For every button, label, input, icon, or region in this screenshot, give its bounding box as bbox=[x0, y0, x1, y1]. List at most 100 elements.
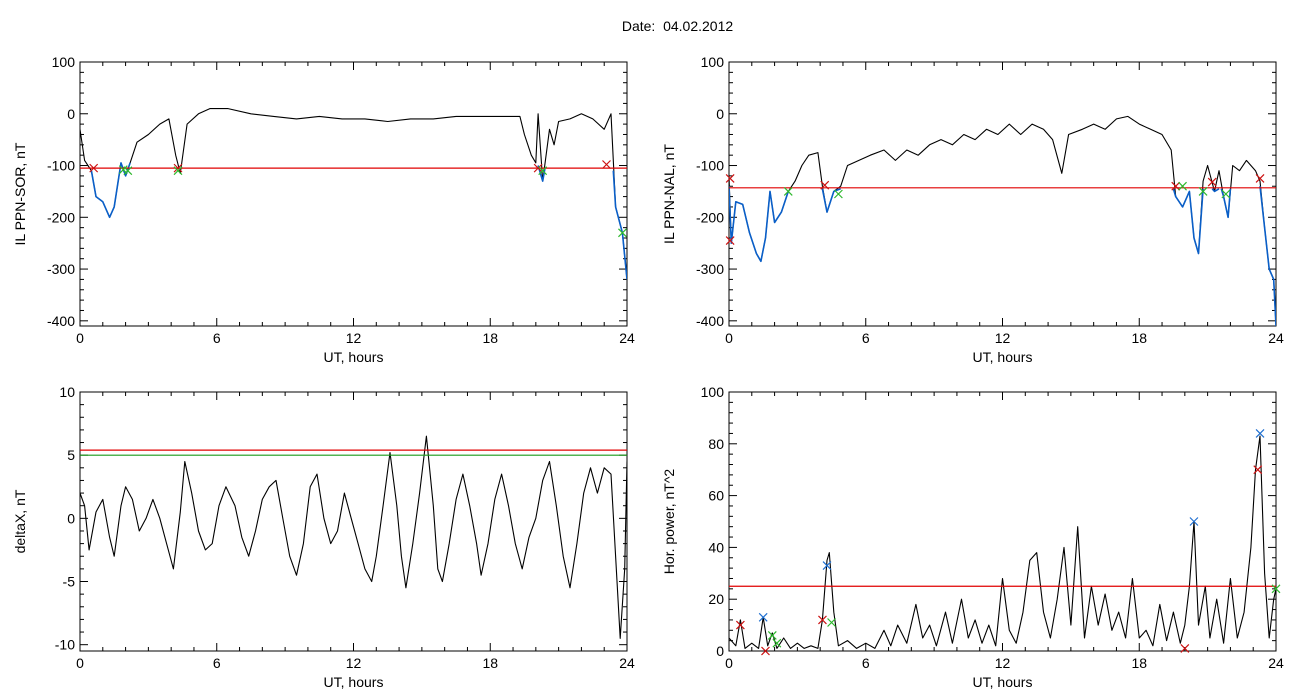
y-tick-label: 0 bbox=[67, 106, 75, 122]
y-tick-label: -100 bbox=[47, 158, 75, 174]
x-axis-label: UT, hours bbox=[973, 674, 1033, 690]
y-axis-label: Hor. power, nT^2 bbox=[661, 469, 677, 575]
y-tick-label: 60 bbox=[708, 488, 724, 504]
marker-green bbox=[783, 186, 793, 196]
marker-green bbox=[538, 166, 548, 176]
x-axis-label: UT, hours bbox=[324, 349, 384, 365]
x-tick-label: 24 bbox=[619, 330, 635, 346]
x-axis-label: UT, hours bbox=[973, 349, 1033, 365]
panel-il-sor: 0 6 12 18 24 -400 -300 -200 -100 0 100 UT, hours IL … bbox=[12, 54, 635, 365]
x-tick-label: 6 bbox=[862, 330, 870, 346]
x-axis-label: UT, hours bbox=[324, 674, 384, 690]
series-line-black bbox=[80, 108, 627, 280]
plot-frame bbox=[79, 391, 628, 652]
plot-area bbox=[729, 435, 1276, 649]
figure-title: Date: 04.02.2012 bbox=[621, 18, 734, 34]
y-axis-label: IL PPN-NAL, nT bbox=[661, 144, 677, 244]
marker-green bbox=[1271, 584, 1281, 594]
y-tick-label: 80 bbox=[708, 436, 724, 452]
x-tick-label: 0 bbox=[725, 655, 733, 671]
marker-green bbox=[1198, 186, 1208, 196]
series-line-blue bbox=[1211, 188, 1220, 193]
marker-blue bbox=[1255, 429, 1265, 438]
marker-red bbox=[1207, 177, 1217, 187]
x-tick-label: 6 bbox=[862, 655, 870, 671]
y-tick-label: 100 bbox=[52, 54, 76, 70]
marker-green bbox=[1178, 181, 1187, 191]
plot-area bbox=[80, 435, 627, 639]
x-tick-label: 18 bbox=[482, 330, 498, 346]
y-tick-label: 0 bbox=[716, 106, 724, 122]
marker-blue bbox=[1189, 517, 1199, 526]
marker-red bbox=[533, 163, 543, 173]
series-line-blue bbox=[729, 186, 790, 263]
marker-red bbox=[1171, 181, 1181, 191]
y-tick-label: -100 bbox=[696, 158, 724, 174]
marker-green bbox=[827, 618, 836, 627]
x-tick-label: 18 bbox=[1131, 330, 1147, 346]
marker-red bbox=[89, 163, 99, 173]
x-tick-label: 12 bbox=[995, 330, 1011, 346]
series-line-blue bbox=[1172, 188, 1204, 255]
y-tick-label: -5 bbox=[63, 574, 76, 590]
x-tick-label: 12 bbox=[346, 330, 362, 346]
marker-green bbox=[618, 228, 627, 238]
y-tick-label: 10 bbox=[59, 384, 75, 400]
y-tick-label: -200 bbox=[47, 209, 75, 225]
x-tick-label: 6 bbox=[213, 330, 221, 346]
marker-red bbox=[173, 163, 183, 173]
marker-red bbox=[725, 174, 735, 183]
marker-red bbox=[761, 646, 770, 656]
marker-red bbox=[1180, 643, 1190, 653]
x-tick-label: 0 bbox=[725, 330, 733, 346]
plot-area bbox=[729, 115, 1276, 326]
x-tick-label: 18 bbox=[1131, 655, 1147, 671]
panel-hor-power: 0 6 12 18 24 0 20 40 60 80 100 UT, hours Hor. power,… bbox=[661, 384, 1284, 690]
plot-frame bbox=[728, 61, 1277, 327]
series-line-black bbox=[729, 115, 1276, 326]
marker-red bbox=[818, 615, 827, 625]
plot-frame bbox=[79, 61, 628, 327]
y-tick-label: 40 bbox=[708, 539, 724, 555]
y-tick-label: -400 bbox=[47, 313, 75, 329]
marker-red bbox=[602, 160, 611, 169]
x-tick-label: 12 bbox=[995, 655, 1011, 671]
x-tick-label: 24 bbox=[619, 655, 635, 671]
marker-green bbox=[833, 189, 843, 199]
y-tick-label: 5 bbox=[67, 447, 75, 463]
marker-green bbox=[1221, 189, 1231, 199]
x-tick-label: 12 bbox=[346, 655, 362, 671]
marker-red bbox=[820, 180, 830, 190]
y-tick-label: -400 bbox=[696, 313, 724, 329]
y-axis-label: deltaX, nT bbox=[12, 489, 28, 553]
panel-deltax: 0 6 12 18 24 -10 -5 0 5 10 UT, hours deltaX, nT bbox=[12, 384, 635, 690]
marker-red bbox=[735, 620, 745, 630]
panel-il-nal: 0 6 12 18 24 -400 -300 -200 -100 0 100 UT, hours IL … bbox=[661, 54, 1284, 365]
y-tick-label: 100 bbox=[701, 384, 725, 400]
y-axis-label: IL PPN-SOR, nT bbox=[12, 142, 28, 245]
series-line-blue bbox=[612, 170, 627, 280]
y-tick-label: -300 bbox=[47, 261, 75, 277]
series-line-black bbox=[729, 435, 1276, 649]
plot-area bbox=[80, 108, 627, 280]
y-tick-label: 20 bbox=[708, 591, 724, 607]
y-tick-label: -200 bbox=[696, 209, 724, 225]
x-tick-label: 6 bbox=[213, 655, 221, 671]
series-line-blue bbox=[1259, 186, 1276, 326]
y-tick-label: 0 bbox=[67, 510, 75, 526]
y-tick-label: 100 bbox=[701, 54, 725, 70]
marker-green bbox=[173, 166, 183, 176]
marker-red bbox=[1253, 465, 1263, 475]
x-tick-label: 24 bbox=[1268, 655, 1284, 671]
series-line-black bbox=[80, 435, 627, 639]
marker-blue bbox=[822, 561, 832, 570]
x-tick-label: 18 bbox=[482, 655, 498, 671]
x-tick-label: 0 bbox=[76, 330, 84, 346]
marker-red bbox=[1255, 174, 1265, 183]
marker-green bbox=[772, 638, 782, 648]
x-tick-label: 0 bbox=[76, 655, 84, 671]
y-tick-label: 0 bbox=[716, 643, 724, 659]
y-tick-label: -300 bbox=[696, 261, 724, 277]
marker-green bbox=[767, 631, 777, 640]
